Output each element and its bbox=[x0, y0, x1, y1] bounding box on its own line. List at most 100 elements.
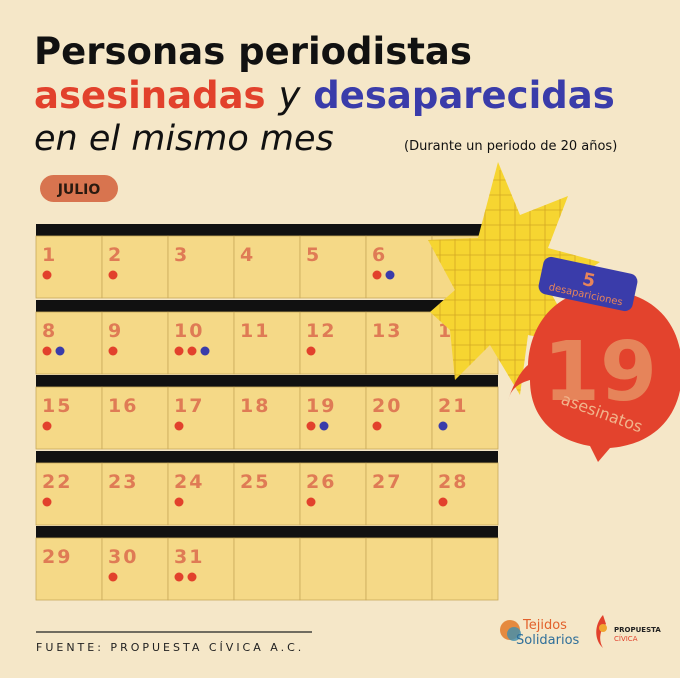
killed-dot bbox=[306, 421, 316, 431]
killed-dot bbox=[174, 572, 184, 582]
day-cell bbox=[35, 537, 103, 601]
day-cell bbox=[167, 311, 235, 375]
killed-dot bbox=[187, 346, 197, 356]
disappeared-dot bbox=[200, 346, 210, 356]
day-number: 19 bbox=[306, 395, 336, 417]
day-number: 15 bbox=[42, 395, 72, 417]
day-number: 8 bbox=[42, 320, 57, 342]
disappeared-dot bbox=[385, 270, 395, 280]
day-number: 12 bbox=[306, 320, 336, 342]
week-bar bbox=[36, 224, 498, 236]
day-cell bbox=[101, 386, 169, 450]
day-cell bbox=[233, 386, 301, 450]
killed-dot bbox=[306, 346, 316, 356]
day-number: 26 bbox=[306, 471, 336, 493]
day-cell bbox=[233, 462, 301, 526]
day-number: 28 bbox=[438, 471, 468, 493]
title-line: en el mismo mes bbox=[34, 119, 334, 159]
day-cell bbox=[365, 386, 433, 450]
killed-dot bbox=[42, 270, 52, 280]
killed-dot bbox=[187, 572, 197, 582]
killed-dot bbox=[174, 497, 184, 507]
day-number: 1 bbox=[42, 244, 57, 266]
killed-dot bbox=[438, 497, 448, 507]
logo-icon bbox=[507, 627, 521, 641]
day-number: 4 bbox=[240, 244, 255, 266]
day-cell bbox=[431, 462, 499, 526]
source: FUENTE: PROPUESTA CÍVICA A.C. bbox=[36, 641, 304, 654]
killed-dot bbox=[108, 572, 118, 582]
day-cell bbox=[299, 235, 367, 299]
week-bar bbox=[36, 375, 498, 387]
day-cell bbox=[431, 537, 499, 601]
pill bbox=[538, 256, 638, 312]
day-number: 11 bbox=[240, 320, 270, 342]
killed-dot bbox=[42, 497, 52, 507]
day-number: 29 bbox=[42, 546, 72, 568]
month: JULIO bbox=[57, 182, 101, 198]
day-number: 31 bbox=[174, 546, 204, 568]
day-cell bbox=[35, 235, 103, 299]
day-number: 25 bbox=[240, 471, 270, 493]
logo-text: CÍVICA bbox=[614, 634, 638, 643]
title-line: Personas periodistas bbox=[34, 30, 472, 73]
day-cell bbox=[35, 462, 103, 526]
day-number: 21 bbox=[438, 395, 468, 417]
disappeared-word: desaparecidas bbox=[313, 74, 614, 117]
killed-dot bbox=[108, 270, 118, 280]
day-cell bbox=[35, 311, 103, 375]
day-cell bbox=[35, 386, 103, 450]
killed-dot bbox=[42, 421, 52, 431]
speech-bubble bbox=[508, 290, 680, 462]
day-number: 23 bbox=[108, 471, 138, 493]
killed-dot bbox=[174, 421, 184, 431]
day-number: 13 bbox=[372, 320, 402, 342]
day-number: 10 bbox=[174, 320, 204, 342]
title-line: asesinadas y desaparecidas bbox=[34, 74, 615, 117]
day-cell bbox=[365, 537, 433, 601]
day-cell bbox=[431, 386, 499, 450]
day-number: 18 bbox=[240, 395, 270, 417]
day-number: 9 bbox=[108, 320, 123, 342]
killed-dot bbox=[108, 346, 118, 356]
day-number: 17 bbox=[174, 395, 204, 417]
day-number: 30 bbox=[108, 546, 138, 568]
note: (Durante un periodo de 20 años) bbox=[404, 139, 617, 154]
day-cell bbox=[299, 311, 367, 375]
logo-text: PROPUESTA bbox=[614, 626, 661, 634]
day-cell bbox=[167, 537, 235, 601]
killed-dot bbox=[174, 346, 184, 356]
day-number: 2 bbox=[108, 244, 123, 266]
day-number: 27 bbox=[372, 471, 402, 493]
month-pill bbox=[40, 175, 118, 202]
week-bar bbox=[36, 451, 498, 463]
logo-text: Tejidos bbox=[522, 618, 567, 633]
disappeared-dot bbox=[319, 421, 329, 431]
day-cell bbox=[365, 235, 433, 299]
killed-dot bbox=[42, 346, 52, 356]
day-cell bbox=[299, 462, 367, 526]
day-cell bbox=[233, 311, 301, 375]
day-cell bbox=[101, 462, 169, 526]
day-cell bbox=[233, 235, 301, 299]
week-bar bbox=[36, 526, 498, 538]
killed-dot bbox=[372, 421, 382, 431]
day-number: 6 bbox=[372, 244, 387, 266]
week-bar bbox=[36, 300, 498, 312]
day-cell bbox=[299, 537, 367, 601]
day-number: 22 bbox=[42, 471, 72, 493]
killed-total: 19 bbox=[543, 325, 657, 420]
killed-word: asesinadas bbox=[34, 74, 266, 117]
day-cell bbox=[101, 311, 169, 375]
killed-dot bbox=[306, 497, 316, 507]
day-cell bbox=[299, 386, 367, 450]
killed-dot bbox=[372, 270, 382, 280]
logo-text: Solidarios bbox=[516, 633, 580, 648]
day-number: 3 bbox=[174, 244, 189, 266]
day-number: 5 bbox=[306, 244, 321, 266]
day-number: 16 bbox=[108, 395, 138, 417]
disappeared-dot bbox=[55, 346, 65, 356]
disappeared-total: 5 bbox=[580, 269, 597, 292]
day-cell bbox=[233, 537, 301, 601]
